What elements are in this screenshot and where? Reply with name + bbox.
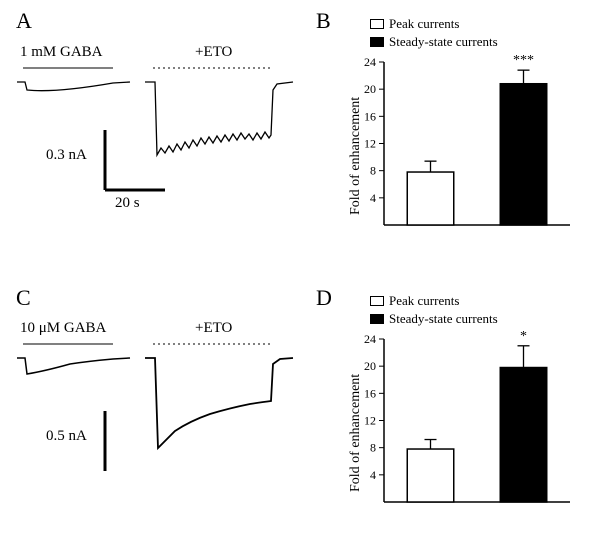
panel-d-label: D [316, 285, 332, 311]
panel-b-ylabel: Fold of enhancement [348, 97, 364, 215]
panel-b-chart: 4 8 12 16 20 24 *** [350, 52, 580, 237]
panel-d-ylabel: Fold of enhancement [348, 374, 364, 492]
panel-a-condition2: +ETO [195, 44, 232, 61]
panel-d-chart: 4 8 12 16 20 24 * [350, 329, 580, 514]
legend-item-steady: Steady-state currents [370, 34, 498, 50]
panel-a-scale-y: 0.3 nA [46, 147, 87, 164]
legend-item-peak-d: Peak currents [370, 293, 498, 309]
panel-b-legend: Peak currents Steady-state currents [370, 16, 498, 50]
svg-text:12: 12 [364, 137, 376, 151]
legend-swatch-steady [370, 37, 384, 47]
panel-c-condition1: 10 μM GABA [20, 320, 106, 337]
svg-text:24: 24 [364, 55, 376, 69]
panel-b-label: B [316, 8, 331, 34]
panel-c-scale-y: 0.5 nA [46, 428, 87, 445]
svg-text:8: 8 [370, 441, 376, 455]
svg-text:16: 16 [364, 386, 376, 400]
legend-item-steady-d: Steady-state currents [370, 311, 498, 327]
svg-text:20: 20 [364, 82, 376, 96]
svg-text:12: 12 [364, 414, 376, 428]
svg-text:8: 8 [370, 164, 376, 178]
legend-label-peak: Peak currents [389, 16, 459, 32]
legend-label-steady-d: Steady-state currents [389, 311, 498, 327]
panel-c-condition2: +ETO [195, 320, 232, 337]
svg-text:16: 16 [364, 109, 376, 123]
panel-a-traces [15, 60, 295, 230]
panel-d-legend: Peak currents Steady-state currents [370, 293, 498, 327]
legend-label-peak-d: Peak currents [389, 293, 459, 309]
legend-swatch-peak [370, 19, 384, 29]
svg-text:*: * [520, 329, 527, 344]
legend-item-peak: Peak currents [370, 16, 498, 32]
panel-a-label: A [16, 8, 32, 34]
legend-swatch-peak-d [370, 296, 384, 306]
svg-text:***: *** [513, 53, 534, 68]
svg-text:20: 20 [364, 359, 376, 373]
svg-text:24: 24 [364, 332, 376, 346]
panel-c-label: C [16, 285, 31, 311]
svg-text:4: 4 [370, 191, 376, 205]
svg-text:4: 4 [370, 468, 376, 482]
legend-label-steady: Steady-state currents [389, 34, 498, 50]
panel-c-traces [15, 336, 295, 506]
panel-a-condition1: 1 mM GABA [20, 44, 103, 61]
panel-a-scale-x: 20 s [115, 195, 140, 212]
legend-swatch-steady-d [370, 314, 384, 324]
